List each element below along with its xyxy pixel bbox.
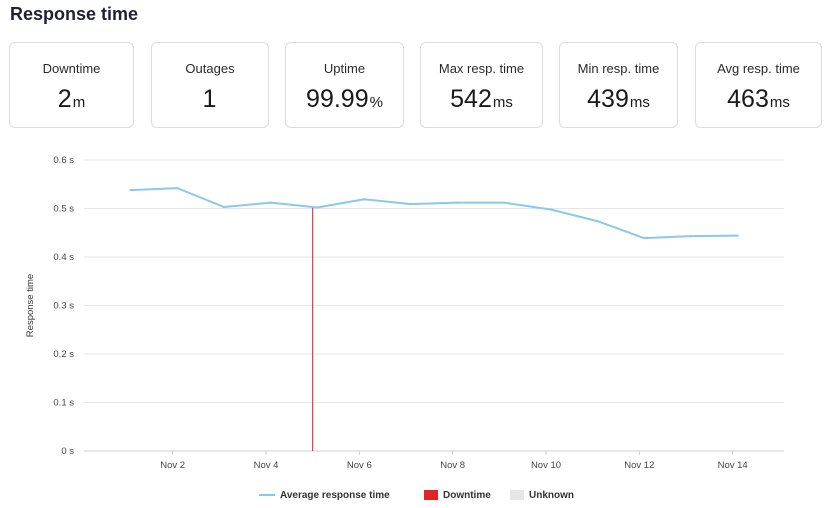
- stat-number: 1: [202, 85, 217, 113]
- stat-value: 542ms: [421, 85, 542, 114]
- data-point: [222, 205, 226, 209]
- x-tick-label: Nov 8: [440, 460, 465, 471]
- stat-card-downtime: Downtime 2m: [9, 42, 134, 128]
- stat-label: Avg resp. time: [717, 61, 800, 76]
- stat-card-uptime: Uptime 99.99%: [285, 42, 404, 128]
- stat-value: 439ms: [560, 85, 677, 114]
- x-tick-label: Nov 10: [531, 460, 561, 471]
- stat-label: Max resp. time: [438, 61, 525, 76]
- stats-cards: Downtime 2m Outages 1 Uptime 99.99% Max …: [9, 42, 829, 130]
- x-tick-label: Nov 12: [624, 460, 654, 471]
- legend-label: Unknown: [529, 489, 574, 501]
- chart-legend: Average response time Downtime Unknown: [0, 488, 840, 502]
- data-point: [409, 202, 412, 206]
- stat-unit: ms: [769, 94, 790, 111]
- y-tick-label: 0 s: [61, 446, 74, 457]
- stat-label: Min resp. time: [577, 61, 660, 76]
- stat-value: 1: [152, 85, 268, 114]
- data-point: [642, 236, 646, 240]
- x-tick-label: Nov 4: [254, 460, 279, 471]
- series-line: [130, 187, 738, 240]
- data-point: [596, 219, 599, 223]
- stat-number: 99.99: [306, 85, 369, 113]
- y-tick-label: 0.2 s: [53, 349, 74, 360]
- data-point: [362, 198, 366, 201]
- data-point: [269, 201, 272, 204]
- stat-number: 2: [57, 85, 72, 113]
- stat-unit: m: [72, 94, 86, 111]
- stat-card-outages: Outages 1: [151, 42, 269, 128]
- stat-number: 439: [587, 85, 629, 113]
- stat-unit: ms: [492, 94, 513, 111]
- data-point: [176, 186, 179, 190]
- y-tick-label: 0.1 s: [53, 398, 74, 409]
- stat-card-min-resp: Min resp. time 439ms: [559, 42, 678, 128]
- stat-label: Downtime: [42, 61, 101, 76]
- data-point: [549, 208, 552, 211]
- legend-label: Downtime: [443, 489, 491, 501]
- stat-unit: %: [369, 94, 383, 111]
- x-tick-label: Nov 14: [718, 460, 748, 471]
- stat-number: 542: [450, 85, 492, 113]
- y-tick-label: 0.5 s: [53, 204, 74, 215]
- legend-box-swatch: [510, 490, 524, 500]
- legend-box-swatch: [424, 490, 438, 500]
- y-tick-label: 0.3 s: [53, 301, 74, 312]
- legend-label: Average response time: [280, 489, 390, 501]
- response-time-chart: 0 s 0.1 s 0.2 s 0.3 s 0.4 s 0.5 s 0.6 s Nov 2 No…: [25, 155, 784, 471]
- legend-item-downtime[interactable]: Downtime: [424, 488, 491, 502]
- x-tick-label: Nov 2: [160, 460, 185, 471]
- stat-card-avg-resp: Avg resp. time 463ms: [695, 42, 822, 128]
- data-point: [689, 234, 692, 238]
- stat-label: Outages: [185, 61, 235, 76]
- stat-value: 2m: [10, 85, 133, 114]
- data-point: [736, 234, 739, 237]
- legend-line-swatch: [259, 494, 275, 496]
- stat-label: Uptime: [323, 61, 366, 76]
- stat-number: 463: [727, 85, 769, 113]
- data-point: [316, 206, 319, 209]
- stat-value: 99.99%: [286, 85, 403, 114]
- x-tick-label: Nov 6: [347, 460, 372, 471]
- page-title: Response time: [10, 4, 139, 24]
- y-tick-label: 0.4 s: [53, 252, 74, 263]
- y-tick-label: 0.6 s: [53, 155, 74, 166]
- legend-item-unknown[interactable]: Unknown: [510, 488, 574, 502]
- data-point: [502, 201, 506, 204]
- stat-value: 463ms: [696, 85, 821, 114]
- legend-item-average[interactable]: Average response time: [259, 488, 390, 502]
- stat-card-max-resp: Max resp. time 542ms: [420, 42, 543, 128]
- data-point: [129, 188, 132, 192]
- y-axis-title: Response time: [25, 274, 36, 337]
- stat-unit: ms: [629, 94, 650, 111]
- data-point: [456, 201, 459, 204]
